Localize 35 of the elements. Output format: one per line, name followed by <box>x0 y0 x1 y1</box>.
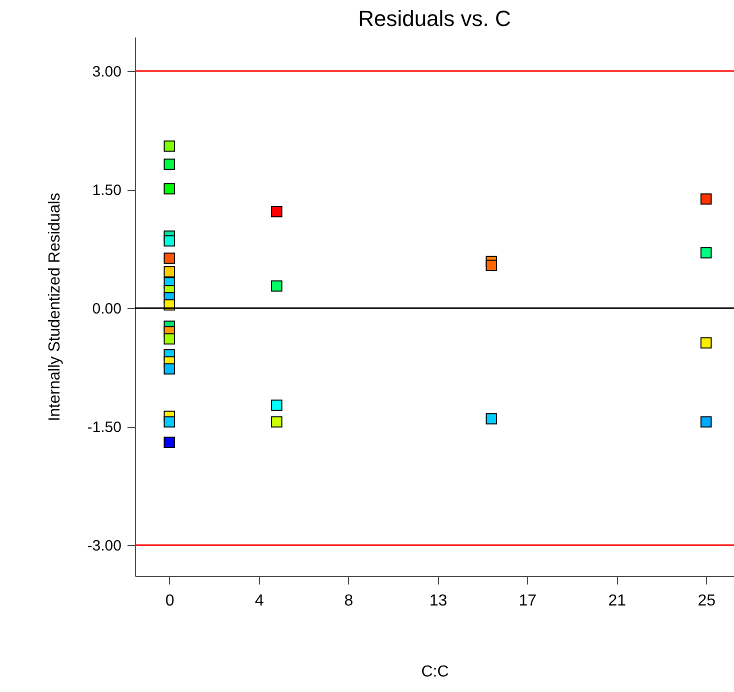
y-tick-label: 3.00 <box>92 63 122 80</box>
point <box>164 140 175 152</box>
point <box>700 337 712 348</box>
point <box>700 247 712 258</box>
point <box>164 235 175 247</box>
point <box>271 280 282 292</box>
point <box>271 206 282 218</box>
point <box>164 183 175 194</box>
y-tick-label: -3.00 <box>87 538 122 555</box>
point <box>164 158 175 170</box>
chart-title: Residuals vs. C <box>358 6 512 31</box>
y-tick-label: 0.00 <box>92 300 122 318</box>
point <box>486 260 498 272</box>
point <box>700 416 712 428</box>
point <box>700 193 712 205</box>
point <box>164 436 175 448</box>
x-tick-label: 25 <box>698 592 716 610</box>
y-tick-label: 1.50 <box>92 182 122 200</box>
x-axis-title: C:C <box>421 664 449 680</box>
point <box>271 400 282 411</box>
x-tick-label: 4 <box>254 592 264 610</box>
point <box>271 416 282 428</box>
point <box>164 416 175 428</box>
x-tick-label: 21 <box>608 592 626 610</box>
x-tick-label: 8 <box>344 592 354 610</box>
point <box>164 333 175 345</box>
y-axis-title: Internally Studentized Residuals <box>46 192 64 422</box>
point <box>486 413 498 424</box>
x-tick-label: 13 <box>429 592 448 610</box>
x-tick-label: 0 <box>165 592 174 610</box>
point <box>164 252 175 264</box>
y-tick-label: -1.50 <box>87 419 122 436</box>
point <box>164 363 175 375</box>
x-tick-label: 17 <box>518 592 537 610</box>
point <box>164 266 175 278</box>
